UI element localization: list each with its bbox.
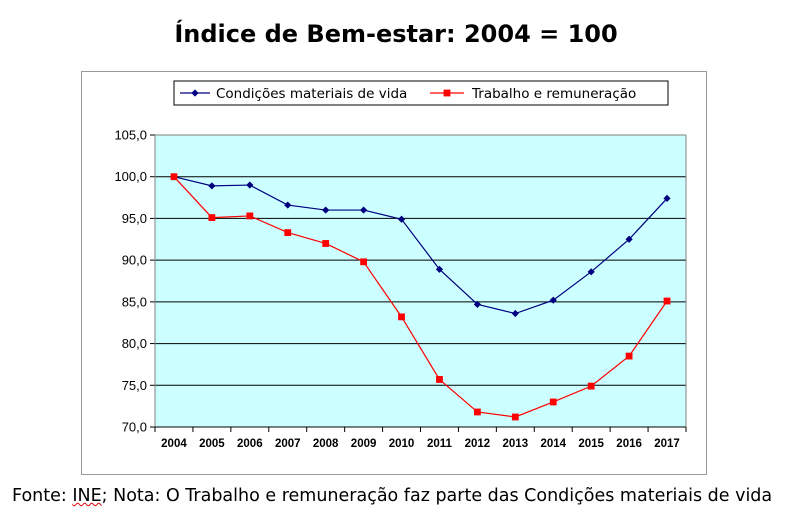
data-point-series-2	[398, 313, 405, 321]
footer-prefix: Fonte:	[12, 486, 73, 506]
plot-background	[155, 135, 686, 427]
data-point-series-2	[322, 240, 330, 247]
data-point-series-2	[246, 212, 254, 220]
legend: Condições materiais de vida Trabalho e re…	[173, 80, 669, 106]
y-tick-label: 80,0	[122, 336, 147, 351]
x-tick-label: 2017	[654, 438, 680, 450]
y-tick-label: 90,0	[122, 253, 147, 268]
footer-suffix: ; Nota: O Trabalho e remuneração faz par…	[101, 486, 773, 506]
x-tick-label: 2008	[313, 438, 339, 450]
legend-box	[173, 80, 669, 106]
x-tick-label: 2006	[237, 438, 263, 450]
chart-title: Índice de Bem-estar: 2004 = 100	[174, 20, 618, 48]
x-tick-label: 2013	[503, 438, 529, 450]
x-tick-label: 2015	[578, 438, 604, 450]
data-point-series-2	[170, 173, 178, 181]
footer-source: INE	[72, 486, 102, 506]
y-tick-label: 105,0	[114, 128, 147, 143]
y-tick-label: 95,0	[122, 211, 147, 226]
data-point-series-1	[587, 268, 595, 276]
data-point-series-1	[360, 206, 368, 214]
y-tick-label: 70,0	[122, 420, 147, 435]
data-point-series-1	[284, 201, 292, 209]
data-point-series-2	[663, 297, 671, 305]
y-tick-label: 100,0	[114, 169, 147, 184]
y-tick-label: 85,0	[122, 294, 147, 309]
data-point-series-2	[549, 398, 557, 406]
legend-marker-2	[443, 89, 451, 97]
data-point-series-2	[625, 352, 633, 360]
data-point-series-2	[284, 229, 292, 237]
chart-area: 70,0 75,0 80,0 85,0 90,0 95,0 100,0 105,0 2004 20…	[81, 71, 707, 475]
x-tick-label: 2004	[161, 438, 187, 450]
legend-label: Trabalho e remuneração	[471, 86, 636, 102]
x-tick-label: 2005	[199, 438, 225, 450]
x-tick-label: 2007	[275, 438, 301, 450]
data-point-series-1	[435, 265, 444, 273]
series-line-1	[173, 176, 668, 315]
data-point-series-1	[511, 309, 519, 318]
data-point-series-2	[208, 214, 216, 221]
x-tick-label: 2009	[351, 438, 377, 450]
x-tick-label: 2016	[616, 438, 642, 450]
x-tick-label: 2011	[427, 438, 453, 450]
x-tick-label: 2010	[389, 438, 415, 450]
data-point-series-1	[625, 235, 633, 243]
data-point-series-2	[360, 258, 368, 266]
chart-svg: 70,0 75,0 80,0 85,0 90,0 95,0 100,0 105,0 2004 20…	[114, 80, 687, 450]
legend-marker-1	[191, 89, 199, 97]
data-point-series-1	[397, 215, 406, 223]
y-tick-label: 75,0	[122, 378, 147, 393]
footer-note: Fonte: INE; Nota: O Trabalho e remuneraç…	[12, 486, 792, 506]
data-point-series-1	[208, 182, 216, 190]
series-line-2	[173, 176, 668, 418]
data-point-series-2	[473, 408, 481, 416]
x-tick-label: 2014	[540, 438, 566, 450]
data-point-series-2	[511, 413, 519, 421]
legend-label: Condições materiais de vida	[216, 86, 407, 102]
data-point-series-2	[436, 376, 443, 383]
data-point-series-2	[587, 382, 595, 390]
x-tick-label: 2012	[465, 438, 491, 450]
